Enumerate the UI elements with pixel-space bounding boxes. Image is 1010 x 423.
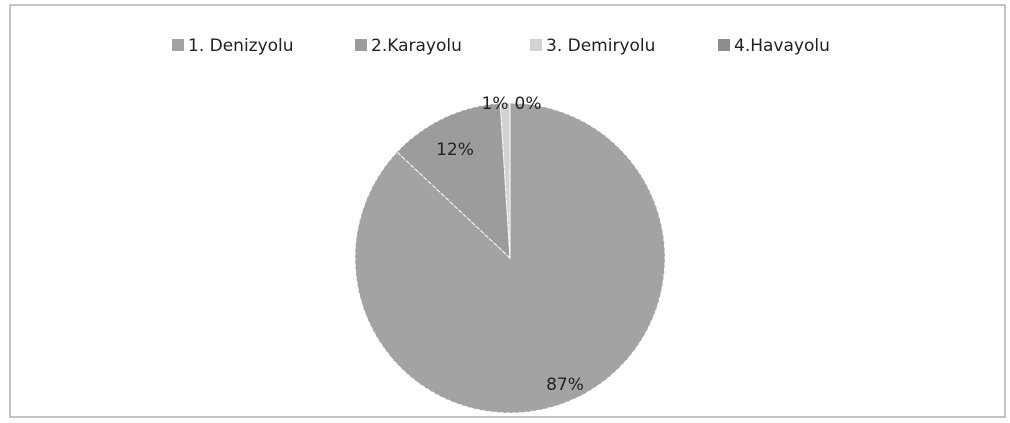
legend-label: 1. Denizyolu (188, 36, 294, 56)
legend-label: 2.Karayolu (371, 36, 462, 56)
data-label: 87% (546, 375, 584, 395)
legend-label: 4.Havayolu (734, 36, 830, 56)
data-label: 12% (436, 140, 474, 160)
data-label: 0% (515, 94, 542, 114)
legend-swatch (530, 39, 542, 51)
pie-slice (396, 102, 511, 260)
legend-swatch (355, 39, 367, 51)
pie-slice (499, 102, 511, 259)
data-label: 1% (482, 94, 509, 114)
legend-swatch (718, 39, 730, 51)
legend-label: 3. Demiryolu (546, 36, 655, 56)
legend-swatch (172, 39, 184, 51)
